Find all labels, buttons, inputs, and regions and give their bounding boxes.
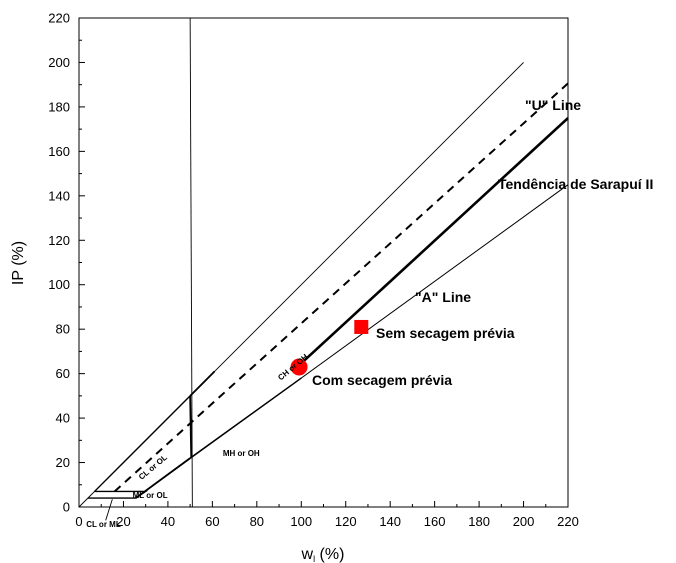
x-axis-ticks: 0 20 40 60 80 100 120 140 160 180 200 220 — [75, 501, 579, 529]
zone-label-mh-or-oh: MH or OH — [223, 449, 260, 458]
y-tick-label: 40 — [56, 411, 70, 426]
x-axis-title-sub: l — [313, 554, 315, 563]
point-circle — [290, 358, 308, 376]
x-tick-label: 140 — [379, 514, 401, 529]
x-tick-label: 0 — [75, 514, 82, 529]
label-a-line: "A" Line — [415, 289, 471, 305]
boundary-lines — [78, 17, 524, 508]
label-sem-secagem: Sem secagem prévia — [376, 325, 515, 341]
ref-line-u-line — [113, 82, 569, 493]
y-tick-label: 100 — [48, 277, 70, 292]
liquid-limit-thick-segment — [189, 395, 193, 459]
x-tick-label: 160 — [424, 514, 446, 529]
zone-outlines — [87, 395, 191, 521]
zone-label-ml-or-ol: ML or OL — [133, 491, 168, 500]
x-tick-label: 200 — [513, 514, 535, 529]
x-tick-label: 180 — [468, 514, 490, 529]
y-tick-label: 140 — [48, 188, 70, 203]
liquid-limit-50-line — [189, 17, 193, 508]
y-tick-label: 0 — [63, 500, 70, 515]
y-tick-label: 60 — [56, 366, 70, 381]
x-axis-title-main: w — [301, 546, 314, 563]
y-tick-label: 220 — [48, 11, 70, 26]
x-tick-label: 220 — [557, 514, 579, 529]
x-axis-title-unit: (%) — [315, 546, 344, 563]
chart-labels: "U" Line "A" Line Tendência de Sarapuí II S… — [312, 97, 653, 388]
y-tick-label: 20 — [56, 455, 70, 470]
zone-label-cl-or-ml: CL or ML — [86, 520, 121, 529]
cl-zone-diagonal — [94, 395, 191, 492]
label-com-secagem: Com secagem prévia — [312, 372, 452, 388]
y-tick-label: 160 — [48, 144, 70, 159]
reference-lines — [113, 82, 569, 499]
y-axis-ticks: 0 20 40 60 80 100 120 140 160 180 200 220 — [48, 11, 85, 515]
label-sarapui-trend: Tendência de Sarapuí II — [498, 176, 653, 192]
ref-line-tend-ncia-de-sarapu-ii — [291, 117, 569, 373]
x-tick-label: 80 — [250, 514, 264, 529]
a-line-low-segment — [135, 457, 191, 499]
x-tick-label: 100 — [290, 514, 312, 529]
a-line-mid-segment — [189, 377, 302, 459]
y-tick-label: 120 — [48, 233, 70, 248]
y-axis-title: IP (%) — [10, 241, 27, 285]
x-tick-label: 120 — [335, 514, 357, 529]
x-tick-label: 60 — [205, 514, 219, 529]
x-tick-label: 40 — [161, 514, 175, 529]
y-tick-label: 180 — [48, 99, 70, 114]
label-u-line: "U" Line — [525, 97, 581, 113]
y-tick-label: 200 — [48, 55, 70, 70]
x-axis-title: wl (%) — [301, 546, 345, 563]
x-tick-label: 20 — [116, 514, 130, 529]
upper-zone-boundary — [189, 370, 216, 397]
cl-ml-pointer — [105, 499, 113, 521]
data-points — [290, 319, 369, 376]
y-tick-label: 80 — [56, 322, 70, 337]
point-square — [354, 319, 369, 334]
